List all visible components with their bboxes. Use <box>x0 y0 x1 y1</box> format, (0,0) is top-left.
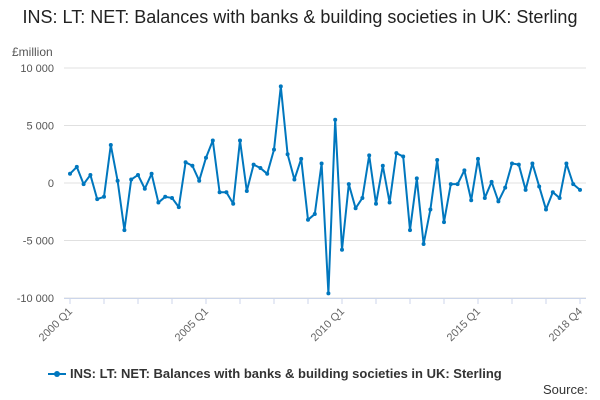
data-point <box>190 163 195 168</box>
legend-label: INS: LT: NET: Balances with banks & buil… <box>70 366 502 381</box>
source-label: Source: <box>543 382 588 397</box>
data-point <box>210 138 215 143</box>
data-point <box>516 162 521 167</box>
y-tick-label: 0 <box>48 178 54 190</box>
data-point <box>285 152 290 157</box>
data-point <box>183 160 188 165</box>
data-point <box>503 185 508 190</box>
data-point <box>251 162 256 167</box>
data-point <box>149 171 154 176</box>
x-tick-label: 2005 Q1 <box>173 306 211 344</box>
data-point <box>455 182 460 187</box>
data-point <box>448 182 453 187</box>
data-point <box>102 194 106 199</box>
data-point <box>319 161 324 166</box>
data-point <box>68 171 72 176</box>
data-point <box>278 84 283 89</box>
data-point <box>312 212 317 217</box>
data-point <box>387 200 392 205</box>
data-point <box>544 207 548 212</box>
data-point <box>170 195 174 200</box>
data-point <box>204 155 208 160</box>
data-point <box>482 195 487 200</box>
data-point <box>421 241 426 246</box>
x-tick-label: 2018 Q4 <box>547 306 585 344</box>
data-point <box>244 189 249 194</box>
data-point <box>346 182 351 187</box>
data-point <box>292 177 297 182</box>
x-tick-label: 2010 Q1 <box>309 306 347 344</box>
y-tick-label: 5 000 <box>26 121 54 133</box>
data-point <box>571 182 576 187</box>
data-point <box>510 161 514 166</box>
data-point <box>136 172 140 177</box>
data-point <box>299 156 304 161</box>
data-point <box>496 199 501 204</box>
data-point <box>176 205 181 210</box>
data-point <box>476 156 480 161</box>
data-point <box>564 161 569 166</box>
data-point <box>489 179 494 184</box>
y-axis-unit: £million <box>12 45 53 59</box>
data-point <box>435 158 440 162</box>
data-point <box>197 178 202 183</box>
data-point <box>326 291 331 296</box>
data-point <box>353 206 358 211</box>
data-point <box>469 198 474 203</box>
series-line <box>69 85 581 295</box>
data-point <box>428 207 433 212</box>
data-point <box>306 217 310 222</box>
data-point <box>265 171 270 176</box>
data-point <box>578 187 582 192</box>
data-point <box>557 195 562 200</box>
x-tick-label: 2015 Q1 <box>445 306 483 344</box>
data-point <box>224 190 229 195</box>
data-point <box>115 178 120 183</box>
data-point <box>523 187 528 192</box>
data-point <box>333 117 338 122</box>
data-point <box>88 172 93 177</box>
data-point <box>272 147 276 152</box>
data-point <box>74 164 79 169</box>
data-point <box>156 200 161 205</box>
y-tick-label: -5 000 <box>23 236 54 248</box>
data-point <box>394 151 399 156</box>
data-point <box>108 143 113 148</box>
data-point <box>81 182 86 187</box>
data-point <box>340 247 344 252</box>
data-point <box>95 197 100 202</box>
legend[interactable]: INS: LT: NET: Balances with banks & buil… <box>48 366 502 381</box>
y-tick-label: -10 000 <box>17 293 54 305</box>
data-point <box>374 201 378 206</box>
data-point <box>360 195 365 200</box>
data-point <box>142 186 147 191</box>
data-point <box>414 176 419 181</box>
data-point <box>122 228 127 233</box>
data-point <box>367 153 372 158</box>
data-point <box>129 177 134 182</box>
chart-title: INS: LT: NET: Balances with banks & buil… <box>22 7 578 27</box>
data-point <box>380 163 385 168</box>
x-tick-label: 2000 Q1 <box>37 306 75 344</box>
data-point <box>537 184 542 189</box>
y-tick-label: 10 000 <box>20 63 54 75</box>
data-point <box>401 154 406 159</box>
data-point <box>530 161 535 166</box>
data-point <box>217 190 222 195</box>
data-point <box>442 220 446 225</box>
data-point <box>231 201 236 206</box>
data-point <box>238 138 242 143</box>
data-point <box>258 166 263 171</box>
legend-marker <box>48 369 66 379</box>
data-point <box>462 168 467 173</box>
data-point <box>163 194 168 199</box>
data-point <box>408 228 412 233</box>
data-point <box>550 190 555 195</box>
